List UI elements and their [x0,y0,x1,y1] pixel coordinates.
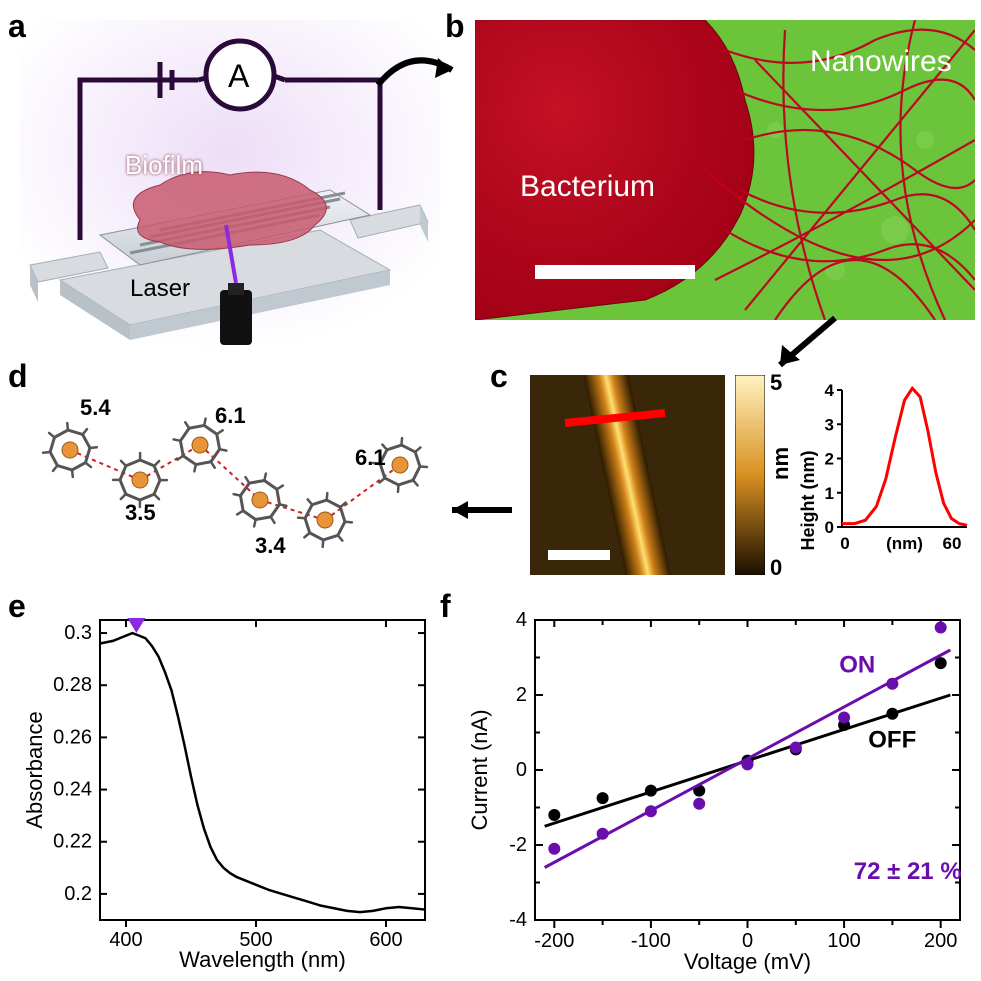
nanowires-label: Nanowires [810,45,952,79]
svg-text:Voltage (mV): Voltage (mV) [684,949,811,974]
svg-text:OFF: OFF [868,727,916,754]
svg-text:0: 0 [840,534,849,553]
svg-text:0.28: 0.28 [53,674,92,696]
svg-text:3.5: 3.5 [125,500,156,525]
svg-text:72 ± 21 %: 72 ± 21 % [854,858,962,885]
svg-text:2: 2 [825,450,834,469]
arrow-c-to-d [440,495,520,525]
svg-text:0.22: 0.22 [53,831,92,853]
svg-text:200: 200 [924,930,957,952]
svg-text:(nm): (nm) [886,534,923,553]
panel-d-molecule: 5.4 3.5 6.1 3.4 6.1 [25,385,465,595]
arrow-a-to-b [370,40,470,100]
panel-c-colorbar [735,375,765,575]
colorbar-max: 5 [770,370,782,396]
panel-label-c: c [490,358,508,395]
panel-c-height-profile: 0 1 2 3 4 0 60 (nm) Height (nm) [800,380,975,565]
svg-text:1: 1 [825,484,834,503]
bacterium-label: Bacterium [520,170,655,204]
panel-f-iv-chart: -200-1000100200-4-2024Voltage (mV)Curren… [465,605,975,975]
panel-e-absorbance-chart: 4005006000.20.220.240.260.280.3Wavelengt… [20,605,440,975]
svg-text:0.24: 0.24 [53,779,92,801]
svg-text:0: 0 [825,518,834,537]
svg-text:0.3: 0.3 [64,622,92,644]
svg-text:0.2: 0.2 [64,883,92,905]
colorbar-min: 0 [770,555,782,581]
svg-text:Height (nm): Height (nm) [800,451,818,551]
svg-text:6.1: 6.1 [355,445,386,470]
svg-text:0.26: 0.26 [53,726,92,748]
svg-text:6.1: 6.1 [215,403,246,428]
svg-text:0: 0 [516,759,527,781]
biofilm-label: Biofilm [125,150,203,181]
svg-text:Wavelength (nm): Wavelength (nm) [179,947,346,972]
svg-text:4: 4 [516,609,527,631]
svg-text:60: 60 [943,534,962,553]
svg-text:-2: -2 [509,834,527,856]
svg-text:2: 2 [516,684,527,706]
svg-text:5.4: 5.4 [80,395,111,420]
svg-text:3.4: 3.4 [255,533,286,558]
panel-c-afm [530,375,725,575]
svg-text:400: 400 [109,929,142,951]
svg-text:-100: -100 [631,930,671,952]
svg-text:Absorbance: Absorbance [22,711,47,828]
svg-text:-4: -4 [509,909,527,931]
ammeter-label: A [228,58,249,95]
svg-text:ON: ON [839,652,875,679]
svg-text:4: 4 [825,381,835,400]
svg-text:100: 100 [827,930,860,952]
colorbar-unit: nm [768,447,794,480]
svg-text:3: 3 [825,415,834,434]
svg-text:-200: -200 [534,930,574,952]
svg-text:Current (nA): Current (nA) [467,709,492,830]
laser-label: Laser [130,275,190,303]
svg-text:600: 600 [369,929,402,951]
